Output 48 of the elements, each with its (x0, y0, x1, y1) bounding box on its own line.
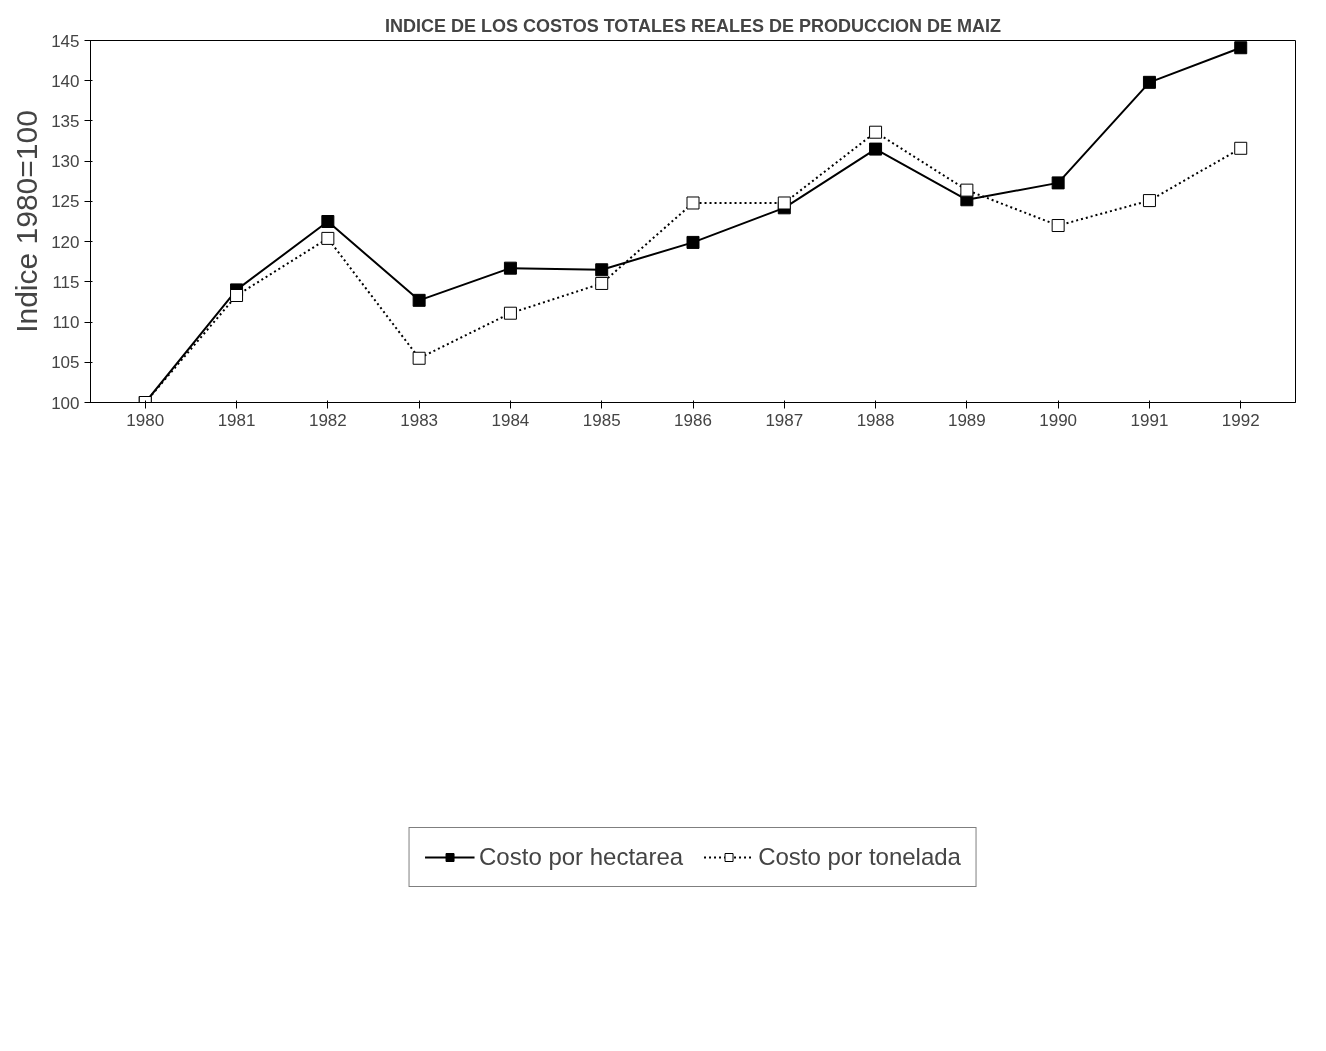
x-tick-label: 1981 (217, 410, 256, 430)
point (412, 351, 426, 365)
point (230, 289, 244, 303)
point (686, 235, 700, 249)
x-tick-label: 1983 (400, 410, 439, 430)
y-tick-label: 125 (51, 192, 80, 212)
point (1051, 219, 1065, 233)
y-tick-label: 120 (51, 232, 80, 252)
chart-title: INDICE DE LOS COSTOS TOTALES REALES DE PRODUCCION DE MAIZ (384, 15, 1002, 36)
x-tick-label: 1992 (1221, 410, 1260, 430)
point (869, 125, 883, 139)
y-tick-label: 105 (51, 353, 80, 373)
point (321, 231, 335, 245)
y-axis-title: Indice 1980=100 (10, 110, 44, 333)
y-tick-label: 100 (51, 393, 80, 413)
point (595, 263, 609, 277)
point (1051, 176, 1065, 190)
x-tick-label: 1988 (856, 410, 895, 430)
point (869, 142, 883, 156)
x-tick-label: 1989 (947, 410, 986, 430)
x-tick-label: 1980 (126, 410, 165, 430)
point (1234, 141, 1248, 155)
point (1142, 75, 1156, 89)
x-tick-label: 1987 (765, 410, 804, 430)
point (777, 196, 791, 210)
point (960, 183, 974, 197)
y-tick-label: 135 (51, 111, 80, 131)
point (1234, 41, 1248, 55)
point (686, 196, 700, 210)
point (321, 215, 335, 228)
point (1142, 194, 1156, 208)
legend-label: Costo por tonelada (758, 843, 961, 871)
x-tick-label: 1985 (582, 410, 621, 430)
x-tick-label: 1986 (674, 410, 712, 430)
y-tick-label: 115 (52, 272, 80, 292)
point (595, 276, 609, 290)
x-tick-label: 1982 (308, 410, 347, 430)
y-tick-label: 130 (51, 152, 80, 172)
y-tick-label: 110 (52, 313, 80, 333)
point (412, 293, 426, 307)
point (503, 261, 517, 275)
point (503, 306, 517, 320)
legend-label: Costo por hectarea (479, 843, 684, 871)
x-tick-label: 1984 (491, 410, 530, 430)
y-tick-label: 145 (51, 31, 80, 51)
x-tick-label: 1990 (1039, 410, 1078, 430)
y-tick-label: 140 (51, 71, 80, 91)
x-tick-label: 1991 (1130, 410, 1169, 430)
